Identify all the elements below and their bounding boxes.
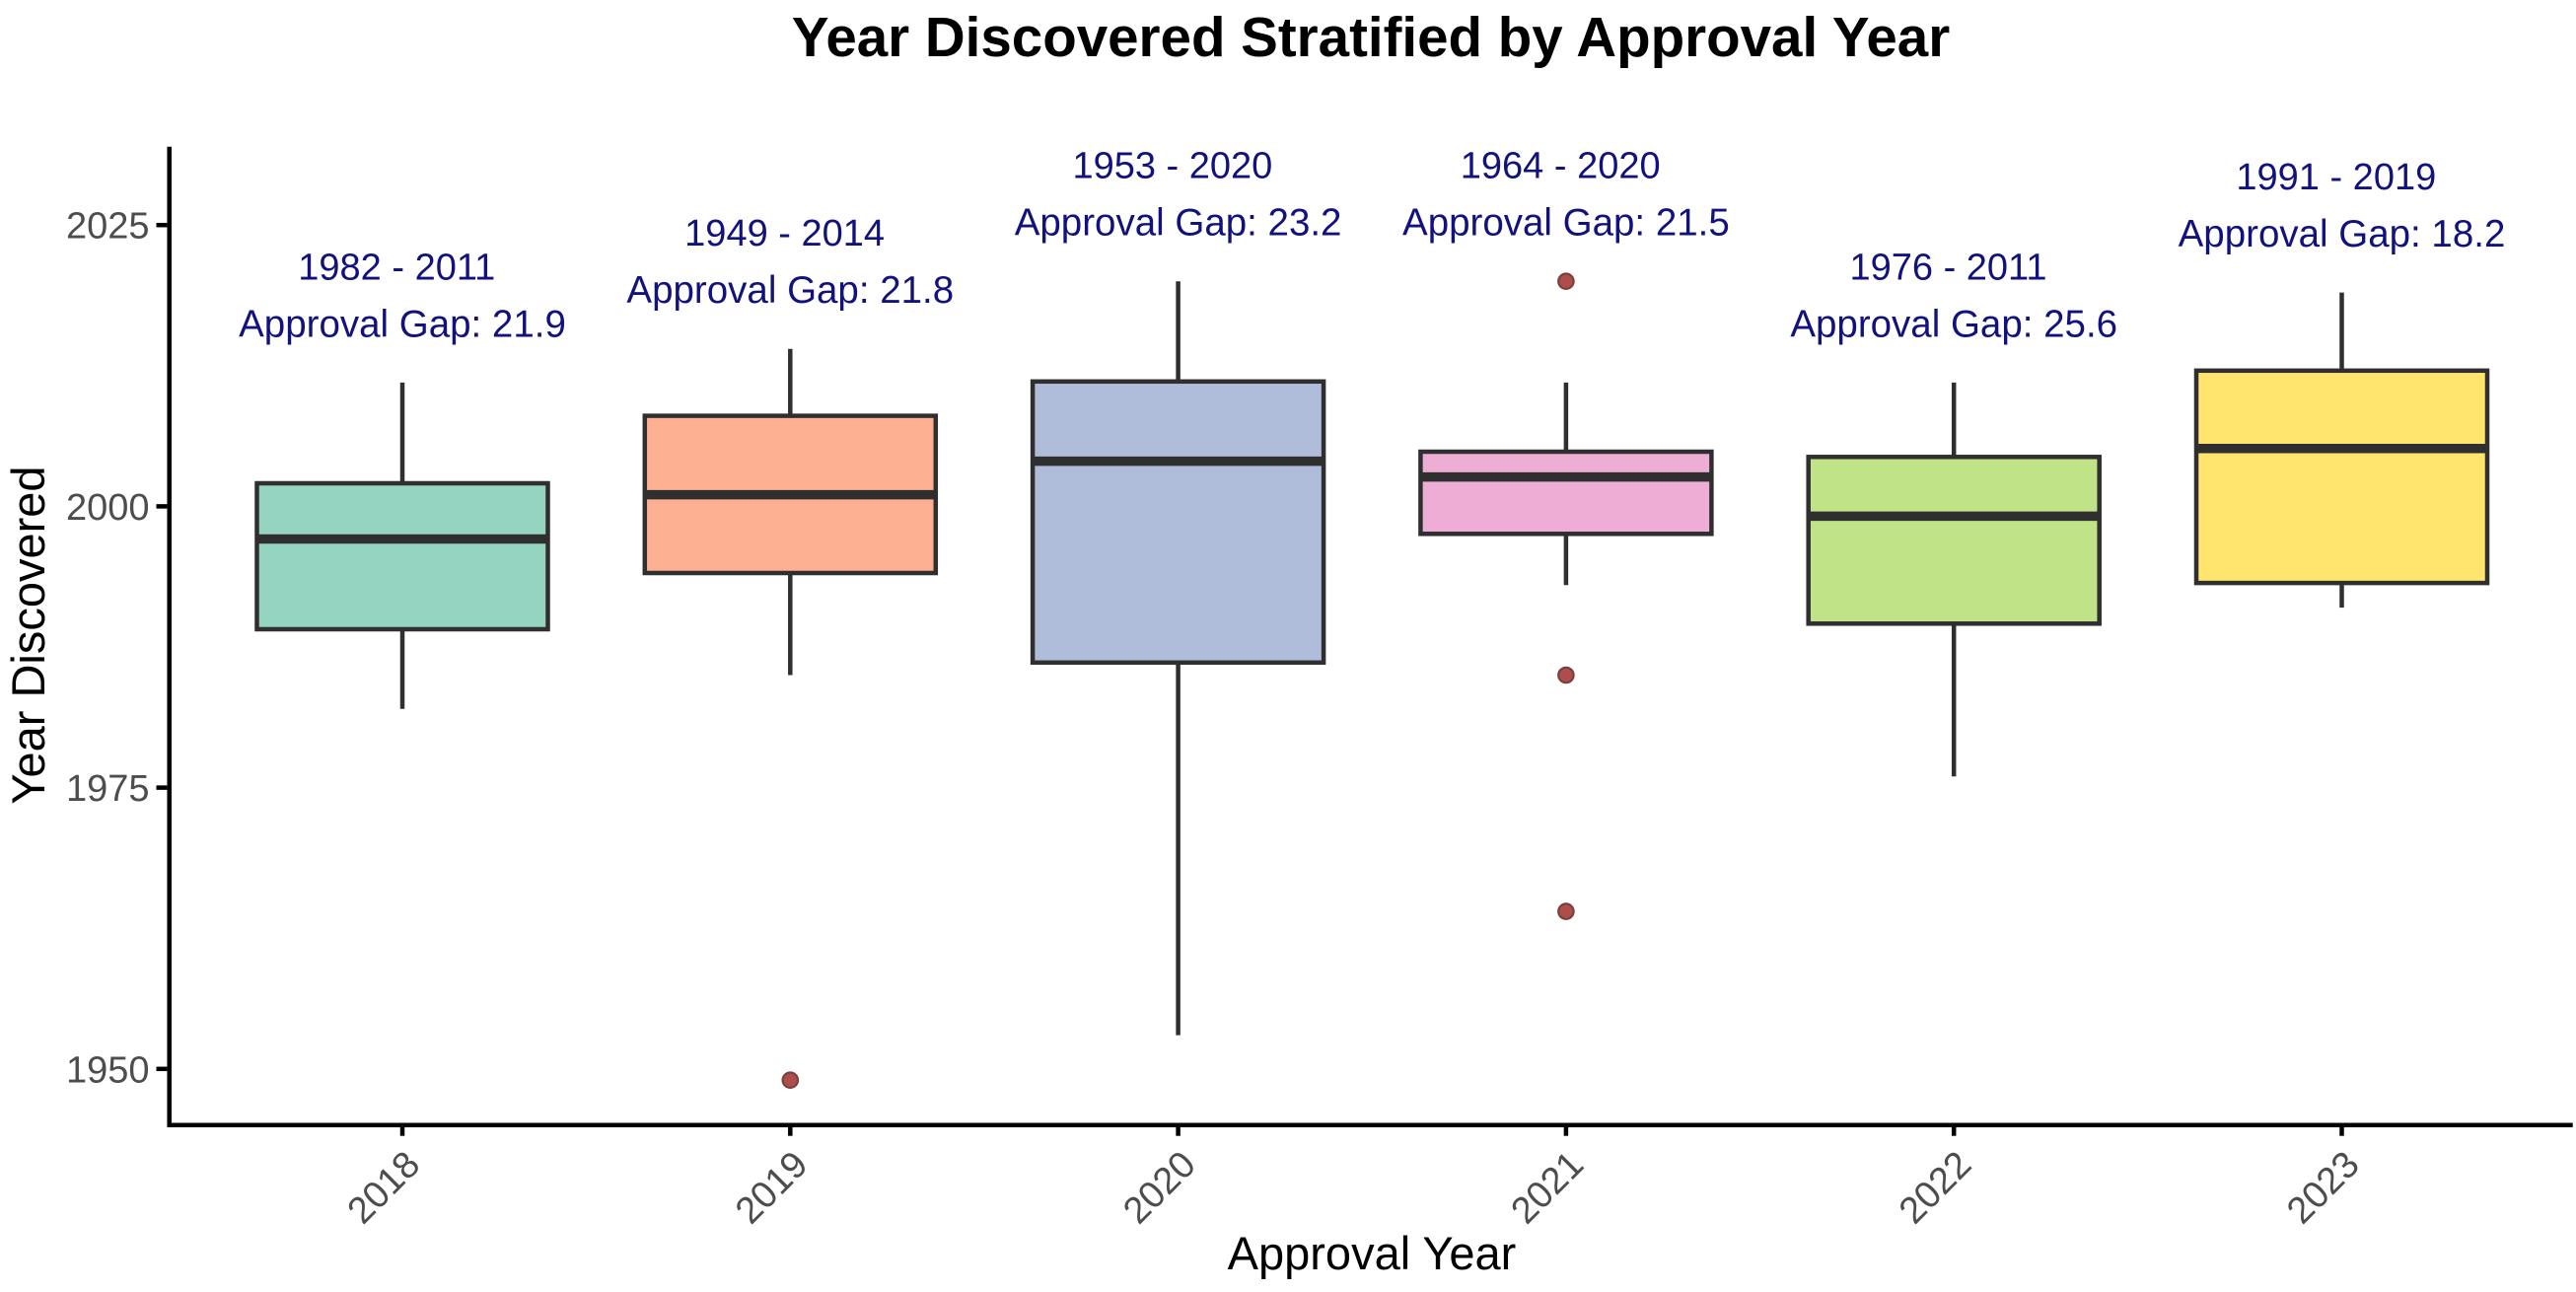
svg-text:1949 - 2014: 1949 - 2014 [684, 213, 885, 254]
svg-text:Approval Gap: 21.8: Approval Gap: 21.8 [626, 269, 954, 312]
svg-text:2000: 2000 [66, 487, 150, 529]
svg-text:Approval Gap: 21.9: Approval Gap: 21.9 [239, 303, 566, 345]
svg-text:1950: 1950 [66, 1049, 150, 1091]
svg-text:1982 - 2011: 1982 - 2011 [298, 247, 495, 288]
svg-text:1976 - 2011: 1976 - 2011 [1849, 247, 2046, 288]
svg-text:1953 - 2020: 1953 - 2020 [1072, 146, 1272, 187]
svg-text:Approval Gap: 23.2: Approval Gap: 23.2 [1015, 202, 1342, 245]
svg-text:2025: 2025 [66, 206, 150, 248]
svg-text:Year Discovered Stratified by: Year Discovered Stratified by Approval Y… [792, 6, 1950, 68]
svg-text:Approval Gap: 21.5: Approval Gap: 21.5 [1402, 202, 1730, 245]
svg-text:1975: 1975 [66, 768, 150, 810]
svg-text:Year Discovered: Year Discovered [2, 466, 54, 804]
svg-text:1991 - 2019: 1991 - 2019 [2236, 157, 2436, 198]
svg-text:Approval Year: Approval Year [1228, 1227, 1517, 1279]
svg-text:1964 - 2020: 1964 - 2020 [1461, 146, 1661, 187]
svg-text:Approval Gap: 18.2: Approval Gap: 18.2 [2179, 213, 2506, 255]
svg-text:Approval Gap: 25.6: Approval Gap: 25.6 [1790, 303, 2117, 345]
